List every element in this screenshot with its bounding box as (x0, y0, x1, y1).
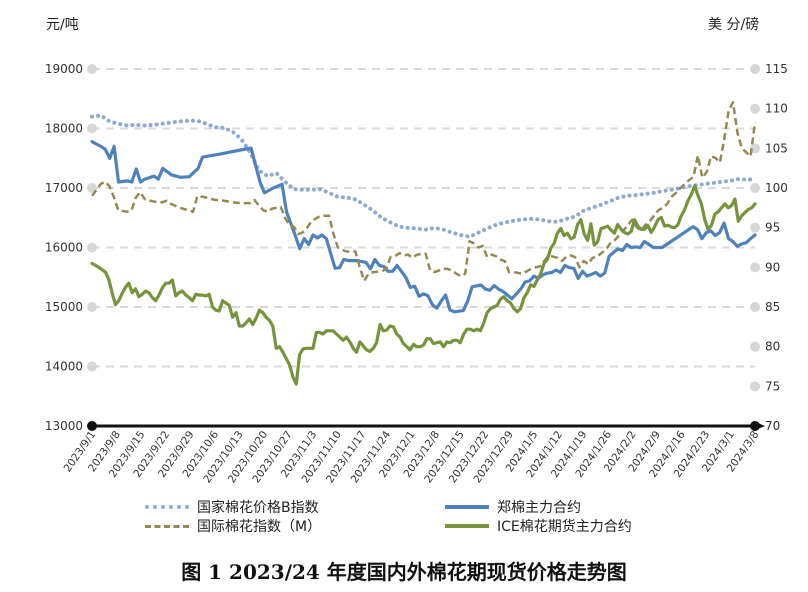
right-axis-ticks: 70 75 80 85 90 95 100 105 110 115 (750, 62, 788, 433)
right-tick-marker (750, 302, 760, 312)
right-tick-marker (750, 381, 760, 392)
right-tick-marker (750, 341, 760, 352)
right-tick-marker (750, 222, 760, 233)
legend-label: ICE棉花期货主力合约 (497, 519, 632, 535)
legend-item-b-index: 国家棉花价格B指数 (145, 497, 319, 517)
right-tick-label: 85 (765, 300, 780, 314)
right-tick-label: 105 (765, 141, 788, 155)
left-tick-label: 15000 (45, 300, 83, 314)
right-tick-label: 75 (765, 379, 780, 393)
left-tick-marker (87, 361, 97, 372)
left-tick-marker (87, 302, 97, 312)
legend-swatch (145, 524, 189, 528)
left-tick-marker (87, 64, 97, 74)
legend-item-m-index: 国际棉花指数（M） (145, 516, 321, 536)
right-tick-label: 115 (765, 62, 788, 76)
right-tick-label: 80 (765, 340, 780, 354)
legend-swatch (145, 505, 189, 509)
left-tick-label: 19000 (45, 62, 83, 76)
left-tick-label: 18000 (45, 122, 83, 136)
legend-label: 郑棉主力合约 (497, 500, 581, 516)
legend-swatch (445, 505, 489, 509)
right-tick-label: 90 (765, 260, 780, 274)
series-line-0 (90, 113, 757, 239)
left-tick-label: 16000 (45, 241, 83, 255)
right-tick-marker (750, 183, 760, 193)
left-tick-label: 17000 (45, 181, 83, 195)
left-tick-label: 14000 (45, 360, 83, 374)
grid-lines (92, 68, 755, 368)
right-axis-unit: 美 分/磅 (708, 17, 760, 33)
series-line-1 (90, 140, 757, 314)
left-tick-marker (87, 242, 97, 253)
right-tick-marker (750, 103, 760, 114)
x-axis: 2023/9/12023/9/82023/9/152023/9/222023/9… (62, 421, 765, 485)
left-axis-ticks: 13000 14000 15000 16000 17000 18000 19000 (45, 62, 97, 433)
left-tick-marker (87, 123, 97, 134)
right-tick-label: 100 (765, 181, 788, 195)
legend-label: 国际棉花指数（M） (197, 519, 322, 535)
right-tick-label: 95 (765, 221, 780, 235)
right-tick-marker (750, 262, 760, 273)
legend-label: 国家棉花价格B指数 (197, 500, 319, 516)
figure-caption: 图 1 2023/24 年度国内外棉花期现货价格走势图 (181, 560, 627, 584)
right-tick-label: 110 (765, 102, 788, 116)
series-line-2 (90, 101, 757, 283)
legend-item-zhengmian: 郑棉主力合约 (445, 497, 581, 517)
left-tick-label: 13000 (45, 419, 83, 433)
x-axis-arrow (753, 421, 765, 431)
right-tick-marker (750, 64, 760, 74)
legend-swatch (445, 524, 489, 528)
right-tick-label: 70 (765, 419, 780, 433)
left-axis-unit: 元/吨 (46, 17, 79, 33)
series-lines (90, 101, 757, 386)
legend-item-ice: ICE棉花期货主力合约 (445, 516, 632, 536)
series-line-3 (90, 184, 757, 386)
